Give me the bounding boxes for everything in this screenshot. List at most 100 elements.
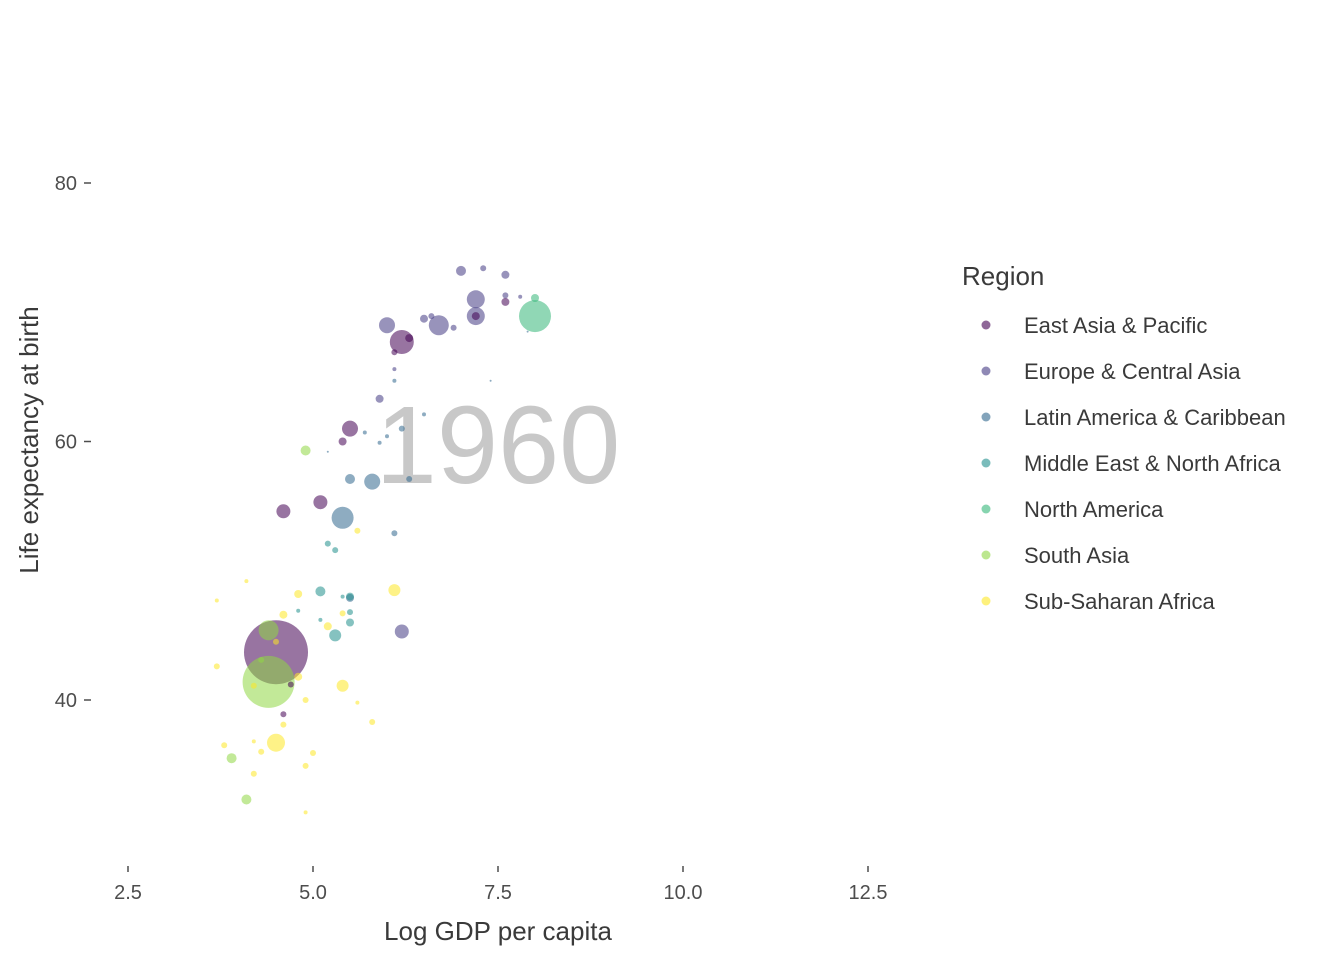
data-point — [267, 733, 285, 752]
data-point — [250, 682, 257, 689]
legend-item: East Asia & Pacific — [981, 313, 1207, 338]
data-point — [391, 349, 398, 356]
data-point — [489, 379, 492, 382]
data-point — [300, 445, 311, 456]
data-point — [250, 770, 257, 777]
data-point — [346, 592, 354, 601]
data-point — [394, 624, 409, 639]
x-tick-label: 12.5 — [849, 882, 888, 904]
data-point — [242, 655, 295, 708]
data-point — [428, 313, 435, 320]
data-point — [329, 629, 342, 642]
legend-label: Sub-Saharan Africa — [1024, 589, 1216, 614]
data-point — [502, 292, 509, 299]
data-point — [336, 679, 349, 692]
data-point — [526, 330, 529, 333]
data-point — [347, 609, 353, 616]
data-point — [471, 312, 480, 321]
data-point — [450, 324, 457, 331]
data-point — [258, 656, 265, 663]
data-point — [251, 739, 256, 744]
x-axis-title: Log GDP per capita — [384, 916, 612, 946]
data-point — [213, 663, 220, 670]
data-point — [323, 622, 332, 631]
data-point — [501, 297, 510, 306]
data-point — [332, 547, 339, 554]
data-point — [377, 440, 382, 445]
data-point — [391, 530, 398, 537]
legend-key — [981, 458, 991, 468]
data-point — [342, 420, 358, 437]
data-point — [518, 294, 523, 299]
data-point — [303, 810, 308, 815]
y-axis-title: Life expectancy at birth — [14, 306, 44, 573]
data-point — [244, 579, 249, 584]
x-tick-label: 2.5 — [114, 882, 142, 904]
data-point — [354, 527, 361, 534]
data-point — [519, 300, 551, 333]
data-point — [331, 506, 354, 529]
data-point — [392, 367, 397, 372]
data-point — [428, 315, 449, 336]
data-point — [296, 608, 301, 613]
data-point — [326, 450, 329, 453]
legend-item: Middle East & North Africa — [981, 451, 1282, 476]
y-tick-label: 60 — [55, 432, 77, 454]
data-point — [379, 317, 395, 334]
legend-label: Latin America & Caribbean — [1024, 405, 1286, 430]
x-tick-label: 5.0 — [299, 882, 327, 904]
legend-key — [981, 550, 991, 560]
data-point — [355, 700, 360, 705]
y-tick-label: 40 — [55, 690, 77, 712]
legend-label: East Asia & Pacific — [1024, 313, 1207, 338]
legend-label: South Asia — [1024, 543, 1130, 568]
data-point — [406, 476, 413, 482]
data-point — [294, 590, 303, 598]
data-point — [480, 265, 487, 272]
data-point — [302, 697, 309, 703]
x-tick-label: 7.5 — [484, 882, 512, 904]
legend-label: Europe & Central Asia — [1024, 359, 1241, 384]
data-point — [221, 742, 228, 749]
data-point — [338, 437, 347, 446]
data-point — [392, 378, 397, 383]
legend-label: Middle East & North Africa — [1024, 451, 1282, 476]
data-point — [420, 314, 428, 323]
data-point — [369, 719, 376, 725]
legend-key — [981, 504, 991, 514]
data-point — [313, 495, 328, 510]
legend-key — [981, 320, 991, 330]
data-point — [280, 721, 287, 728]
data-point — [214, 598, 219, 603]
year-label: 1960 — [376, 384, 621, 507]
axes: 2.5 5.0 7.5 10.0 12.5 40 60 80 — [55, 173, 888, 904]
x-tick-label: 10.0 — [664, 882, 703, 904]
data-point — [287, 681, 294, 688]
data-point — [456, 265, 466, 276]
data-point — [531, 294, 539, 302]
data-point — [364, 473, 381, 490]
data-point — [501, 270, 510, 279]
legend-item: North America — [981, 497, 1164, 522]
data-point — [466, 290, 485, 309]
data-point — [346, 618, 354, 627]
legend: Region East Asia & Pacific Europe & Centr… — [962, 261, 1286, 614]
legend-item: Sub-Saharan Africa — [981, 589, 1216, 614]
data-point — [241, 794, 252, 805]
data-point — [340, 594, 345, 599]
points-layer — [213, 265, 551, 815]
legend-key — [981, 596, 991, 606]
y-tick-label: 80 — [55, 173, 77, 195]
data-point — [302, 762, 309, 769]
legend-item: Latin America & Caribbean — [981, 405, 1286, 430]
data-point — [258, 620, 279, 641]
legend-title: Region — [962, 261, 1044, 291]
data-point — [339, 610, 346, 617]
data-point — [226, 753, 237, 764]
data-point — [345, 474, 355, 484]
data-point — [273, 638, 279, 645]
data-point — [318, 617, 323, 622]
data-point — [294, 672, 303, 681]
data-point — [310, 750, 316, 756]
legend-label: North America — [1024, 497, 1164, 522]
